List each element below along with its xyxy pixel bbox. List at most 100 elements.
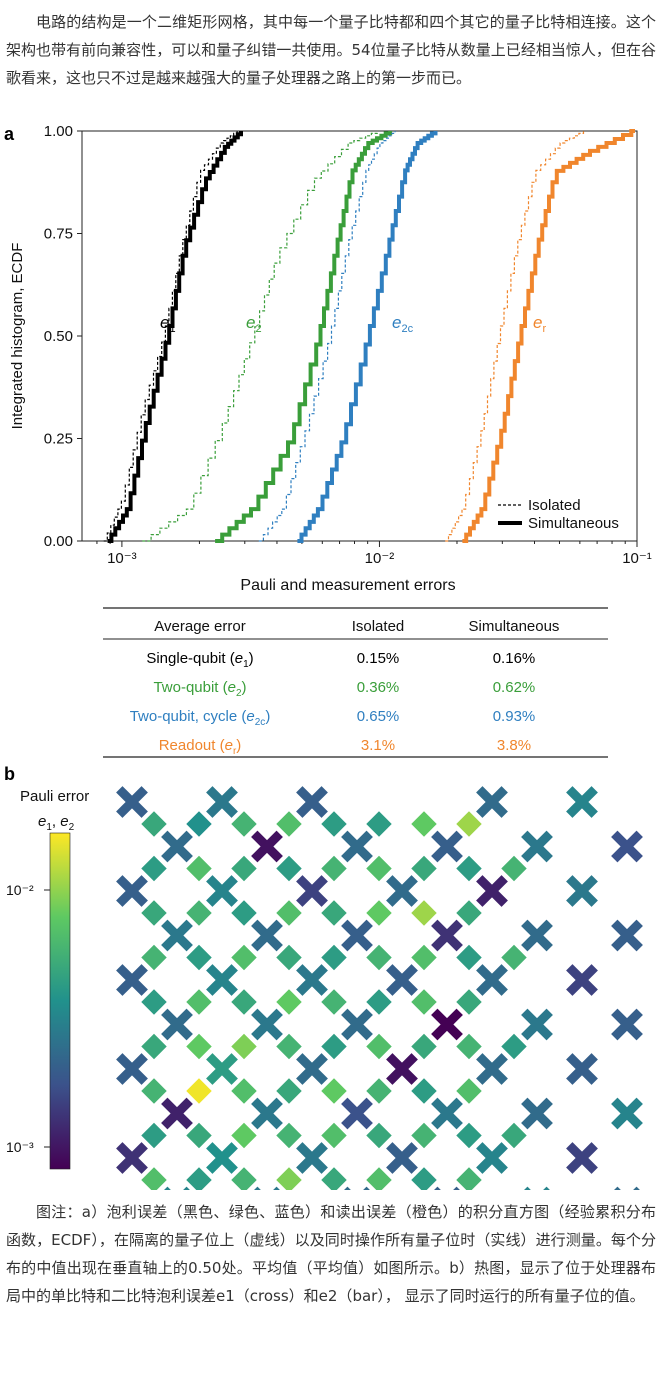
qubit-coupler-bar	[321, 1033, 347, 1060]
qubit-cross	[251, 919, 283, 952]
qubit-cross	[386, 1142, 418, 1174]
qubit-coupler-bar	[411, 1078, 437, 1104]
qubit-coupler-bar	[141, 944, 167, 971]
x-axis-label: Pauli and measurement errors	[240, 577, 455, 594]
qubit-coupler-bar	[501, 855, 527, 882]
qubit-cross	[521, 919, 553, 952]
qubit-coupler-bar	[321, 989, 347, 1015]
qubit-coupler-bar	[186, 1122, 212, 1149]
panel-b-label: b	[4, 764, 15, 784]
qubit-coupler-bar	[366, 944, 392, 971]
qubit-cross	[611, 1008, 643, 1041]
x-tick-label: 10⁻¹	[622, 550, 652, 567]
qubit-coupler-bar	[501, 1122, 527, 1149]
qubit-cross	[431, 830, 463, 863]
qubit-grid	[116, 786, 643, 1190]
table-row-label: Single-qubit (e1)	[146, 650, 253, 670]
legend-simultaneous-label: Simultaneous	[528, 515, 619, 532]
qubit-coupler-bar	[186, 1078, 212, 1104]
qubit-cross	[431, 919, 463, 952]
qubit-error-heatmap: b Pauli error e1, e2 10⁻² 10⁻³	[4, 764, 643, 1190]
qubit-cross	[341, 1008, 373, 1041]
qubit-coupler-bar	[276, 1033, 302, 1060]
qubit-cross	[611, 919, 643, 952]
qubit-coupler-bar	[411, 1122, 437, 1149]
qubit-coupler-bar	[366, 855, 392, 882]
qubit-coupler-bar	[456, 900, 482, 926]
y-tick-label: 0.00	[44, 533, 73, 550]
qubit-coupler-bar	[321, 1167, 347, 1190]
y-tick-label: 0.75	[44, 226, 73, 243]
qubit-coupler-bar	[141, 989, 167, 1015]
table-cell-isolated: 0.36%	[357, 679, 400, 696]
legend-isolated-label: Isolated	[528, 497, 581, 514]
qubit-cross	[116, 964, 148, 996]
qubit-coupler-bar	[141, 1033, 167, 1060]
qubit-cross	[296, 1142, 328, 1174]
ecdf-series-e2c-isolated	[258, 131, 396, 542]
qubit-coupler-bar	[321, 855, 347, 882]
qubit-cross	[476, 875, 508, 907]
qubit-coupler-bar	[366, 1078, 392, 1104]
qubit-coupler-bar	[141, 1167, 167, 1190]
curve-label-e2c: e2c	[392, 313, 414, 335]
qubit-coupler-bar	[276, 1122, 302, 1149]
curve-label-e1: e1	[160, 313, 176, 335]
qubit-coupler-bar	[231, 811, 257, 837]
qubit-coupler-bar	[411, 855, 437, 882]
panel-a-label: a	[4, 124, 15, 144]
ecdf-series-e2-simultaneous	[215, 131, 393, 543]
qubit-cross	[161, 919, 193, 952]
qubit-coupler-bar	[276, 944, 302, 971]
qubit-cross	[116, 786, 148, 818]
qubit-cross	[566, 875, 598, 907]
qubit-cross	[206, 875, 238, 907]
qubit-cross	[431, 1008, 463, 1041]
qubit-coupler-bar	[231, 944, 257, 971]
x-tick-label: 10⁻³	[107, 550, 137, 567]
qubit-coupler-bar	[456, 1167, 482, 1190]
qubit-cross	[611, 830, 643, 863]
qubit-coupler-bar	[186, 989, 212, 1015]
table-header-simultaneous: Simultaneous	[469, 618, 560, 635]
qubit-coupler-bar	[276, 855, 302, 882]
curve-label-e2: e2	[246, 313, 262, 335]
qubit-cross	[431, 1097, 463, 1130]
qubit-coupler-bar	[276, 900, 302, 926]
y-tick-label: 1.00	[44, 123, 73, 140]
colorbar-title: Pauli error	[20, 788, 89, 805]
qubit-coupler-bar	[231, 989, 257, 1015]
qubit-cross	[521, 1008, 553, 1041]
qubit-coupler-bar	[411, 989, 437, 1015]
table-row-label: Two-qubit, cycle (e2c)	[130, 708, 271, 728]
qubit-coupler-bar	[456, 1078, 482, 1104]
qubit-coupler-bar	[231, 1167, 257, 1190]
qubit-cross	[251, 1097, 283, 1130]
qubit-coupler-bar	[321, 1078, 347, 1104]
qubit-coupler-bar	[186, 1167, 212, 1190]
qubit-coupler-bar	[411, 944, 437, 971]
qubit-coupler-bar	[141, 811, 167, 837]
colorbar-subtitle: e1, e2	[38, 813, 75, 833]
ecdf-series-e2c-simultaneous	[297, 131, 438, 543]
qubit-cross	[521, 1097, 553, 1130]
ecdf-series-er-simultaneous	[462, 129, 635, 543]
table-header-metric: Average error	[154, 618, 245, 635]
qubit-coupler-bar	[231, 1033, 257, 1060]
qubit-coupler-bar	[321, 944, 347, 971]
qubit-coupler-bar	[456, 944, 482, 971]
qubit-cross	[386, 1053, 418, 1085]
qubit-cross	[296, 786, 328, 818]
qubit-coupler-bar	[456, 1033, 482, 1060]
qubit-cross	[296, 875, 328, 907]
ecdf-series-e2-isolated	[142, 131, 378, 542]
qubit-cross	[251, 1008, 283, 1041]
qubit-cross	[116, 1142, 148, 1174]
qubit-cross	[611, 1186, 643, 1190]
qubit-coupler-bar	[186, 1033, 212, 1060]
qubit-coupler-bar	[321, 811, 347, 837]
colorbar-tick-label: 10⁻²	[6, 882, 34, 898]
curve-label-er: er	[533, 313, 546, 335]
table-row-label: Readout (er)	[159, 737, 242, 757]
qubit-cross	[206, 1053, 238, 1085]
